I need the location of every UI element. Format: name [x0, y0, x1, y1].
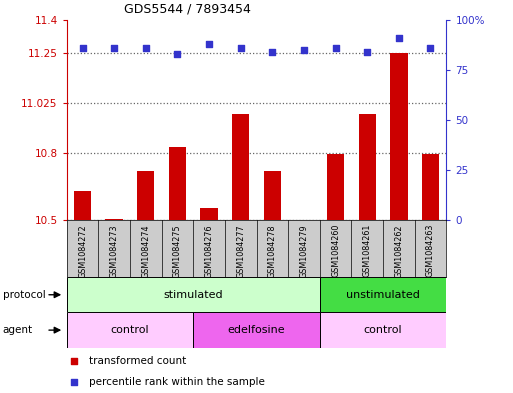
- Text: GSM1084275: GSM1084275: [173, 224, 182, 278]
- Text: stimulated: stimulated: [164, 290, 223, 300]
- Bar: [67, 277, 320, 312]
- Text: GSM1084261: GSM1084261: [363, 224, 372, 277]
- Bar: [422, 154, 439, 220]
- Point: [426, 44, 435, 51]
- Text: GSM1084262: GSM1084262: [394, 224, 403, 277]
- Text: GSM1084277: GSM1084277: [236, 224, 245, 278]
- Text: transformed count: transformed count: [89, 356, 187, 365]
- Bar: [201, 208, 218, 220]
- Text: GSM1084278: GSM1084278: [268, 224, 277, 277]
- Bar: [67, 312, 193, 348]
- Point: [205, 40, 213, 47]
- Text: GSM1084273: GSM1084273: [110, 224, 119, 277]
- Bar: [137, 171, 154, 220]
- Point: [331, 44, 340, 51]
- Point: [268, 49, 277, 55]
- Text: GSM1084263: GSM1084263: [426, 224, 435, 277]
- Point: [173, 51, 182, 57]
- Bar: [232, 114, 249, 220]
- Text: GDS5544 / 7893454: GDS5544 / 7893454: [124, 3, 250, 16]
- Text: control: control: [364, 325, 402, 335]
- Text: unstimulated: unstimulated: [346, 290, 420, 300]
- Bar: [320, 312, 446, 348]
- Point: [70, 358, 78, 364]
- Bar: [264, 171, 281, 220]
- Text: percentile rank within the sample: percentile rank within the sample: [89, 377, 265, 387]
- Point: [142, 44, 150, 51]
- Bar: [327, 154, 344, 220]
- Text: GSM1084272: GSM1084272: [78, 224, 87, 278]
- Bar: [193, 312, 320, 348]
- Text: GSM1084274: GSM1084274: [141, 224, 150, 277]
- Text: control: control: [111, 325, 149, 335]
- Text: protocol: protocol: [3, 290, 45, 300]
- Bar: [106, 219, 123, 220]
- Text: agent: agent: [3, 325, 33, 335]
- Point: [363, 49, 371, 55]
- Text: edelfosine: edelfosine: [228, 325, 285, 335]
- Bar: [320, 277, 446, 312]
- Point: [78, 44, 87, 51]
- Point: [70, 379, 78, 385]
- Point: [394, 35, 403, 41]
- Bar: [359, 114, 376, 220]
- Bar: [169, 147, 186, 220]
- Text: GSM1084276: GSM1084276: [205, 224, 213, 277]
- Point: [300, 47, 308, 53]
- Point: [236, 44, 245, 51]
- Text: GSM1084260: GSM1084260: [331, 224, 340, 277]
- Text: GSM1084279: GSM1084279: [300, 224, 308, 278]
- Point: [110, 44, 118, 51]
- Bar: [74, 191, 91, 220]
- Bar: [390, 53, 407, 220]
